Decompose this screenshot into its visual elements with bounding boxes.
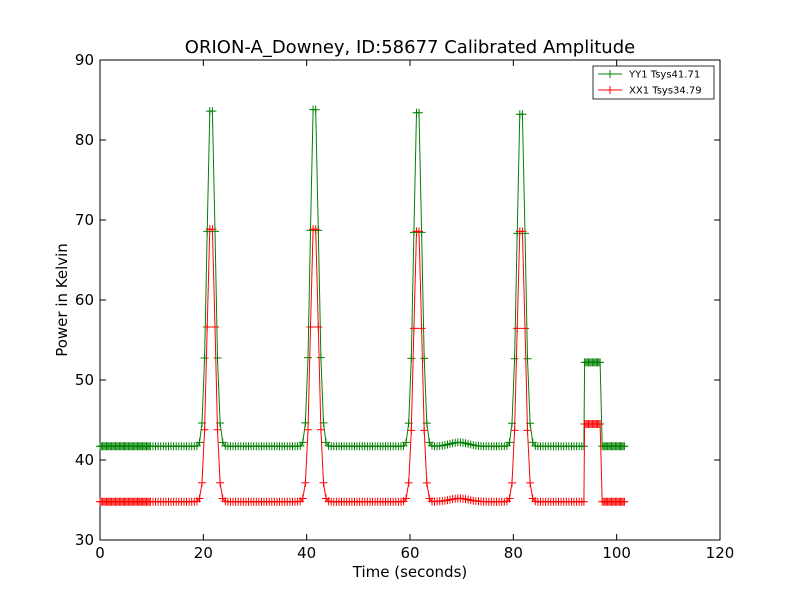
data-point xyxy=(306,323,315,331)
data-point xyxy=(596,358,605,367)
data-point xyxy=(518,110,527,119)
data-point xyxy=(316,425,325,434)
series-line xyxy=(100,228,625,503)
data-point xyxy=(314,323,323,331)
data-point xyxy=(301,478,310,487)
data-point xyxy=(505,494,514,503)
x-tick-label: 40 xyxy=(297,544,316,562)
data-point xyxy=(526,478,535,487)
data-point xyxy=(521,324,529,333)
data-point xyxy=(510,426,519,435)
data-point xyxy=(505,438,514,447)
data-point xyxy=(409,324,418,333)
y-axis-label: Power in Kelvin xyxy=(53,243,71,357)
data-point xyxy=(200,354,209,362)
x-axis-label: Time (seconds) xyxy=(352,563,468,581)
data-point xyxy=(208,225,217,234)
legend-label-yy1: YY1 Tsys41.71 xyxy=(628,70,700,81)
data-point xyxy=(311,105,320,114)
series-yy1 xyxy=(96,105,629,451)
series-layer xyxy=(96,105,629,506)
data-point xyxy=(417,324,426,333)
data-point xyxy=(523,426,532,435)
y-tick-label: 80 xyxy=(75,131,94,149)
data-point xyxy=(513,324,522,333)
data-point xyxy=(407,354,416,363)
y-tick-label: 30 xyxy=(75,531,94,549)
data-point xyxy=(208,107,217,116)
legend-label-xx1: XX1 Tsys34.79 xyxy=(629,86,702,97)
data-point xyxy=(216,478,225,487)
data-point xyxy=(420,426,429,435)
data-point xyxy=(316,353,325,362)
ticks-layer: 0 20 40 60 80 100 120 30 40 50 60 70 80 90 xyxy=(75,51,734,562)
data-point xyxy=(420,354,429,363)
data-point xyxy=(620,497,629,506)
plot-frame xyxy=(99,59,721,541)
data-point xyxy=(213,354,222,362)
data-point xyxy=(319,478,328,487)
data-point xyxy=(508,478,516,487)
data-point xyxy=(523,354,532,363)
x-tick-label: 20 xyxy=(194,544,213,562)
data-point xyxy=(304,353,312,362)
x-tick-label: 80 xyxy=(504,544,523,562)
data-point xyxy=(198,478,206,487)
data-point xyxy=(404,478,413,487)
x-tick-label: 100 xyxy=(602,544,631,562)
legend-marker-xx1 xyxy=(606,86,614,94)
data-point xyxy=(298,438,307,447)
data-point xyxy=(311,225,320,234)
data-point xyxy=(620,442,629,451)
data-point xyxy=(510,354,519,363)
y-tick-label: 90 xyxy=(75,51,94,69)
legend: YY1 Tsys41.71 XX1 Tsys34.79 xyxy=(592,65,715,100)
data-point xyxy=(402,438,411,447)
data-point xyxy=(596,420,605,428)
data-point xyxy=(211,323,219,331)
data-point xyxy=(415,227,423,236)
data-point xyxy=(200,425,209,434)
data-point xyxy=(203,323,212,331)
data-point xyxy=(422,478,431,487)
legend-box xyxy=(592,65,715,100)
data-point xyxy=(407,426,416,435)
data-point xyxy=(213,425,222,434)
y-tick-label: 50 xyxy=(75,371,94,389)
y-tick-label: 70 xyxy=(75,211,94,229)
data-point xyxy=(415,108,423,117)
y-tick-label: 40 xyxy=(75,451,94,469)
x-tick-label: 0 xyxy=(95,544,105,562)
chart-title: ORION-A_Downey, ID:58677 Calibrated Ampl… xyxy=(185,37,635,58)
x-tick-label: 60 xyxy=(400,544,419,562)
y-tick-label: 60 xyxy=(75,291,94,309)
x-tick-label: 120 xyxy=(706,544,735,562)
data-point xyxy=(195,438,204,447)
data-point xyxy=(304,425,312,434)
data-point xyxy=(579,497,588,506)
series-line xyxy=(100,109,625,447)
data-point xyxy=(298,494,307,503)
series-xx1 xyxy=(96,225,629,506)
data-point xyxy=(402,494,411,503)
legend-marker-yy1 xyxy=(606,70,614,78)
data-point xyxy=(195,494,204,503)
data-point xyxy=(518,227,527,236)
